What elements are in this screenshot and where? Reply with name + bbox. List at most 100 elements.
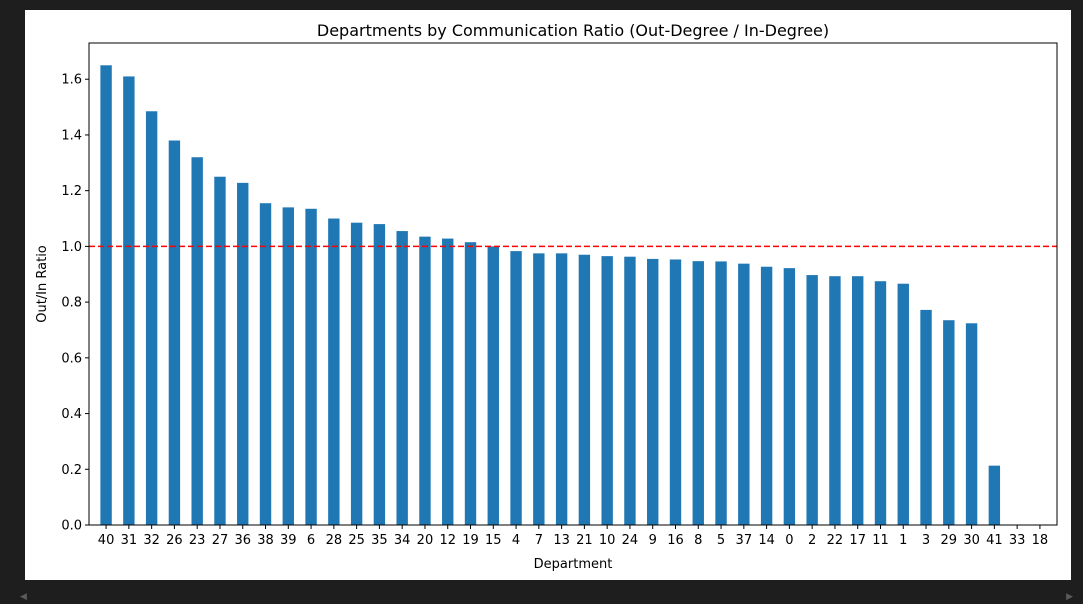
bar-6 [305,208,317,525]
bar-3 [920,309,932,525]
x-tick-label: 2 [808,533,816,548]
x-tick-label: 27 [212,533,229,548]
x-tick-label: 36 [234,533,251,548]
x-axis: 40 31 32 26 23 27 36 38 39 6 28 25 35 34 20 12 19 15 4 7 13 2… [98,525,1048,548]
chart-figure: Departments by Communication Ratio (Out-… [25,10,1071,580]
bar-39 [282,207,294,525]
bar-16 [669,259,682,525]
x-tick-label: 18 [1032,533,1049,548]
bar-20 [419,236,431,525]
bar-23 [191,157,203,526]
y-tick-label: 1.0 [61,240,82,255]
bar-7 [533,253,545,525]
bar-9 [647,258,659,525]
x-tick-label: 9 [649,533,657,548]
bar-12 [442,238,454,525]
bar-41 [988,465,1001,525]
y-tick-label: 0.6 [61,351,82,366]
bar-24 [624,256,636,525]
x-tick-label: 5 [717,533,725,548]
x-tick-label: 29 [941,533,958,548]
x-tick-label: 37 [736,533,753,548]
x-tick-label: 34 [394,533,411,548]
bar-17 [852,276,864,525]
y-tick-label: 1.2 [61,184,82,199]
y-axis: 0.0 0.2 0.4 0.6 0.8 1.0 1.2 1.4 1.6 [61,73,89,534]
x-tick-label: 16 [667,533,684,548]
y-axis-label: Out/In Ratio [35,245,50,323]
x-tick-label: 15 [485,533,502,548]
x-tick-label: 7 [535,533,543,548]
bar-4 [510,251,522,525]
x-tick-label: 19 [462,533,479,548]
x-tick-label: 38 [257,533,274,548]
bar-27 [214,176,226,525]
bar-28 [328,218,340,526]
x-tick-label: 39 [280,533,297,548]
x-tick-label: 11 [872,533,889,548]
x-tick-label: 0 [785,533,793,548]
bar-5 [715,261,727,525]
bar-32 [145,111,158,525]
x-tick-label: 33 [1009,533,1026,548]
x-tick-label: 24 [622,533,639,548]
bar-8 [692,261,704,525]
horizontal-scrollbar[interactable]: ◀ ▶ [20,590,1073,604]
bar-38 [259,203,272,525]
x-tick-label: 12 [439,533,456,548]
bar-14 [760,266,773,525]
x-tick-label: 20 [417,533,434,548]
bar-0 [783,268,796,525]
x-axis-label: Department [534,557,613,572]
bar-29 [943,320,955,525]
bar-40 [100,65,112,526]
bar-25 [350,222,363,525]
bar-13 [555,253,568,525]
x-tick-label: 21 [576,533,593,548]
x-tick-label: 10 [599,533,616,548]
bar-21 [578,254,591,525]
x-tick-label: 31 [121,533,138,548]
x-tick-label: 32 [143,533,160,548]
bar-36 [237,182,249,525]
bar-26 [168,140,181,525]
x-tick-label: 40 [98,533,115,548]
chart-title: Departments by Communication Ratio (Out-… [317,21,829,40]
y-tick-label: 1.4 [61,128,82,143]
x-tick-label: 13 [553,533,570,548]
bar-chart: Departments by Communication Ratio (Out-… [35,21,1058,572]
scroll-right-arrow-icon[interactable]: ▶ [1066,592,1073,602]
scroll-left-arrow-icon[interactable]: ◀ [20,592,27,602]
bar-22 [829,276,841,525]
plot-frame [88,42,1058,526]
x-tick-label: 1 [899,533,907,548]
bar-35 [373,224,386,525]
y-tick-label: 0.4 [61,407,82,422]
bar-2 [806,275,818,525]
x-tick-label: 28 [326,533,343,548]
x-tick-label: 41 [986,533,1003,548]
y-tick-label: 0.8 [61,296,82,311]
x-tick-label: 14 [758,533,775,548]
bar-31 [123,76,135,525]
bar-37 [738,263,750,525]
bar-11 [874,281,887,525]
x-tick-label: 6 [307,533,315,548]
x-tick-label: 8 [694,533,702,548]
x-tick-label: 26 [166,533,183,548]
y-tick-label: 1.6 [61,73,82,88]
bar-34 [396,231,408,525]
bars-group [100,65,1001,526]
x-tick-label: 17 [849,533,866,548]
x-tick-label: 25 [348,533,365,548]
x-tick-label: 35 [371,533,388,548]
x-tick-label: 23 [189,533,206,548]
x-tick-label: 22 [827,533,844,548]
x-tick-label: 30 [963,533,980,548]
y-tick-label: 0.2 [61,463,82,478]
x-tick-label: 3 [922,533,930,548]
bar-1 [897,283,909,525]
bar-30 [965,323,978,525]
bar-15 [487,246,499,526]
